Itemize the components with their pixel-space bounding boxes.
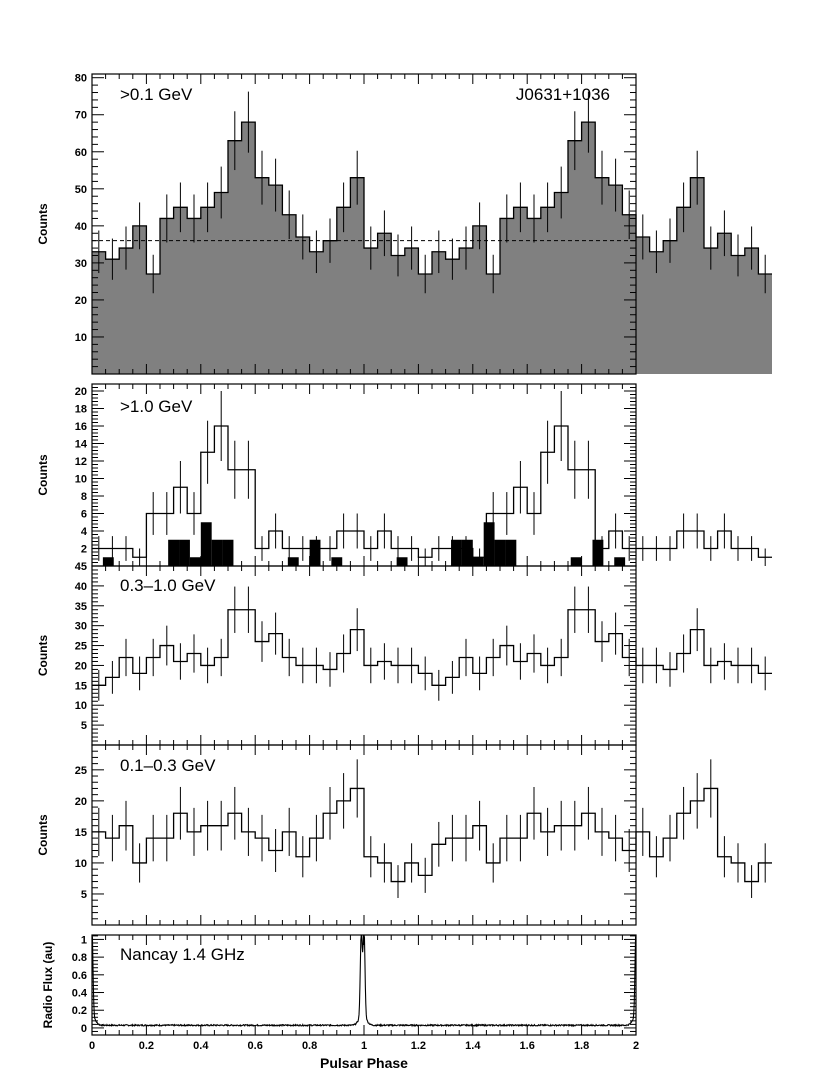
- x-tick-label: 1: [361, 1040, 367, 1052]
- y-tick-label-gt10: 6: [81, 509, 87, 521]
- y-tick-label-radio: 1: [81, 934, 87, 946]
- y-tick-label-gt10: 20: [75, 386, 87, 398]
- y-tick-label-gt10: 18: [75, 404, 87, 416]
- y-tick-label-mid: 5: [81, 720, 87, 732]
- x-axis-label: Pulsar Phase: [320, 1055, 408, 1071]
- y-tick-label-gt10: 4: [81, 526, 88, 538]
- filled-bar-gt10: [102, 557, 114, 566]
- panel-gt10: 2 4 6 8 10 12 14 16 18 20 Counts >1.0 GeV: [36, 383, 772, 567]
- panel-radio: 0 0.2 0.4 0.6 0.8 1 Radio Flux (au) Nancay 1.4 …: [41, 934, 637, 1036]
- filled-bar-gt10: [472, 557, 484, 566]
- y-tick-label-radio: 0.2: [72, 1005, 87, 1017]
- y-tick-label-gt10: 8: [81, 491, 87, 503]
- y-tick-label-radio: 0.4: [72, 988, 88, 1000]
- y-tick-label-radio: 0.6: [72, 970, 87, 982]
- y-tick-label-gt10: 2: [81, 544, 87, 556]
- panel-gt01: 10 20 30 40 50 60 70 80 Counts >0.1 GeV J0631+1036: [36, 73, 772, 375]
- filled-bar-gt10: [570, 557, 582, 566]
- filled-bar-gt10: [396, 557, 408, 566]
- x-tick-label: 1.8: [574, 1040, 589, 1052]
- y-axis-label-gt10: Counts: [36, 454, 50, 496]
- y-tick-label-gt01: 80: [75, 73, 87, 85]
- filled-bar-gt10: [189, 557, 201, 566]
- y-tick-label-mid: 35: [75, 601, 87, 613]
- y-axis-label-radio: Radio Flux (au): [41, 942, 55, 1029]
- x-tick-label: 0: [89, 1040, 95, 1052]
- y-tick-label-mid: 10: [75, 700, 87, 712]
- y-tick-label-mid: 25: [75, 641, 87, 653]
- y-tick-label-radio: 0: [81, 1023, 87, 1035]
- y-axis-label-gt01: Counts: [36, 203, 50, 245]
- filled-bar-gt10: [505, 539, 517, 566]
- panel-label-mid: 0.3–1.0 GeV: [120, 576, 216, 595]
- y-tick-label-low: 10: [75, 858, 87, 870]
- y-tick-label-gt01: 60: [75, 147, 87, 159]
- histogram-step-gt10: [92, 425, 772, 558]
- filled-bar-gt10: [179, 539, 190, 566]
- y-tick-label-gt01: 40: [75, 221, 87, 233]
- filled-bar-gt10: [614, 557, 626, 566]
- filled-bar-gt10: [168, 539, 180, 566]
- y-tick-label-low: 15: [75, 827, 87, 839]
- y-tick-label-mid: 45: [75, 561, 87, 573]
- y-tick-label-mid: 15: [75, 680, 87, 692]
- filled-bar-gt10: [592, 539, 604, 566]
- y-tick-label-gt01: 70: [75, 110, 87, 122]
- histogram-step-mid: [92, 609, 772, 686]
- filled-bar-gt10: [494, 539, 506, 566]
- filled-bar-gt10: [451, 539, 462, 566]
- x-tick-label: 0.4: [193, 1040, 209, 1052]
- y-tick-label-mid: 40: [75, 581, 87, 593]
- y-tick-label-gt01: 20: [75, 295, 87, 307]
- x-tick-label: 2: [633, 1040, 639, 1052]
- x-tick-label: 0.2: [139, 1040, 154, 1052]
- filled-bar-gt10: [461, 539, 473, 566]
- y-tick-label-gt10: 16: [75, 421, 87, 433]
- panel-low: 5 10 15 20 25 Counts 0.1–0.3 GeV: [36, 744, 772, 926]
- histogram-step-low: [92, 787, 772, 883]
- x-tick-label: 1.4: [465, 1040, 481, 1052]
- x-tick-label: 1.6: [520, 1040, 535, 1052]
- y-tick-label-gt10: 10: [75, 474, 87, 486]
- filled-bar-gt10: [200, 522, 212, 566]
- filled-bar-gt10: [483, 522, 495, 566]
- panel-label-gt10: >1.0 GeV: [120, 397, 193, 416]
- y-tick-label-mid: 30: [75, 621, 87, 633]
- y-tick-label-gt01: 50: [75, 184, 87, 196]
- y-axis-label-low: Counts: [36, 814, 50, 856]
- panel-label-radio: Nancay 1.4 GHz: [120, 945, 245, 964]
- x-tick-label: 0.8: [302, 1040, 317, 1052]
- pulsar-name-annotation: J0631+1036: [516, 85, 610, 104]
- panel-mid: 5 10 15 20 25 30 35 40 45 Counts 0.3–1.0 GeV: [36, 561, 772, 746]
- panel-label-gt01: >0.1 GeV: [120, 85, 193, 104]
- filled-bar-gt10: [287, 557, 299, 566]
- x-tick-label: 1.2: [411, 1040, 426, 1052]
- y-tick-label-gt10: 12: [75, 456, 87, 468]
- y-tick-label-low: 25: [75, 765, 87, 777]
- x-tick-label: 0.6: [248, 1040, 263, 1052]
- filled-bar-gt10: [211, 539, 223, 566]
- histogram-step-gt01: [92, 121, 772, 275]
- y-tick-label-radio: 0.8: [72, 952, 87, 964]
- y-tick-label-low: 20: [75, 796, 87, 808]
- panel-label-low: 0.1–0.3 GeV: [120, 756, 216, 775]
- y-axis-label-mid: Counts: [36, 635, 50, 677]
- y-tick-label-mid: 20: [75, 660, 87, 672]
- y-tick-label-gt10: 14: [75, 439, 88, 451]
- filled-bar-gt10: [309, 539, 321, 566]
- filled-bar-gt10: [222, 539, 234, 566]
- y-tick-label-gt01: 30: [75, 258, 87, 270]
- y-tick-label-low: 5: [81, 889, 87, 901]
- y-tick-label-gt01: 10: [75, 332, 87, 344]
